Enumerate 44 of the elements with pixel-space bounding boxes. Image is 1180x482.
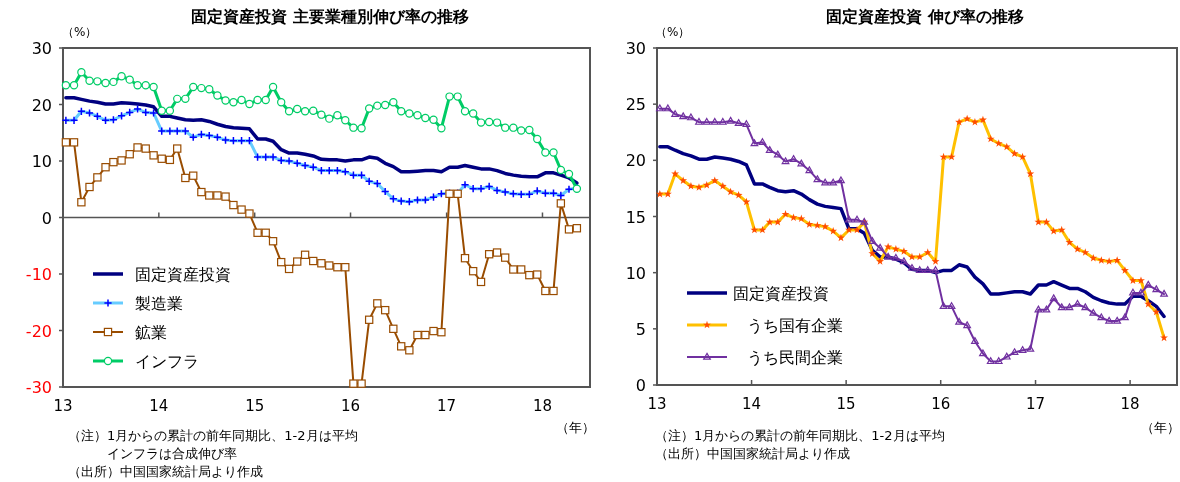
y-tick-label: 10 <box>31 152 52 171</box>
text: （出所）中国国家統計局より作成 <box>655 446 850 461</box>
x-axis-title: （年） <box>1140 420 1180 435</box>
x-tick-label: 13 <box>647 395 667 413</box>
x-tick-label: 18 <box>532 397 553 415</box>
y-tick-label: -30 <box>25 378 52 397</box>
x-tick-label: 14 <box>149 397 169 415</box>
x-tick-label: 14 <box>742 395 762 413</box>
legend-label: 固定資産投資 <box>135 265 231 284</box>
x-tick-label: 17 <box>1025 395 1046 413</box>
y-tick-label: 0 <box>635 376 646 395</box>
x-tick-label: 13 <box>53 397 73 415</box>
chart-title: 固定資産投資 伸び率の推移 <box>826 7 1024 26</box>
x-tick-label: 18 <box>1120 395 1140 413</box>
y-tick-label: -20 <box>25 321 52 341</box>
y-axis-title: （%） <box>655 25 691 39</box>
y-tick-label: 20 <box>625 151 646 171</box>
legend-label: インフラ <box>135 352 199 371</box>
y-tick-label: 25 <box>625 95 646 115</box>
x-tick-label: 15 <box>245 397 265 415</box>
y-tick-label: 10 <box>625 263 646 283</box>
y-tick-label: 5 <box>635 319 646 339</box>
y-tick-label: -10 <box>25 265 52 284</box>
x-axis-title: （年） <box>555 420 595 435</box>
legend-label: 鉱業 <box>135 323 167 342</box>
legend-label: うち国有企業 <box>747 316 843 335</box>
chart-title: 固定資産投資 主要業種別伸び率の推移 <box>191 7 469 26</box>
y-tick-label: 30 <box>31 39 52 58</box>
x-tick-label: 15 <box>836 395 856 413</box>
x-tick-label: 16 <box>340 397 361 415</box>
x-tick-label: 17 <box>437 397 457 415</box>
legend-label: 製造業 <box>135 294 183 313</box>
legend-label: 固定資産投資 <box>733 284 829 303</box>
y-tick-label: 30 <box>625 39 646 58</box>
text: （注）1月からの累計の前年同期比、1-2月は平均 <box>655 428 945 443</box>
y-tick-label: 20 <box>31 95 52 115</box>
y-tick-label: 15 <box>625 207 646 227</box>
text: （注）1月からの累計の前年同期比、1-2月は平均 <box>68 428 358 443</box>
y-axis-title: （%） <box>62 25 98 39</box>
legend-label: うち民間企業 <box>747 348 843 367</box>
y-tick-label: 0 <box>41 208 52 228</box>
x-tick-label: 16 <box>931 395 951 413</box>
text: インフラは合成伸び率 <box>68 446 237 461</box>
text: （出所）中国国家統計局より作成 <box>68 464 263 479</box>
